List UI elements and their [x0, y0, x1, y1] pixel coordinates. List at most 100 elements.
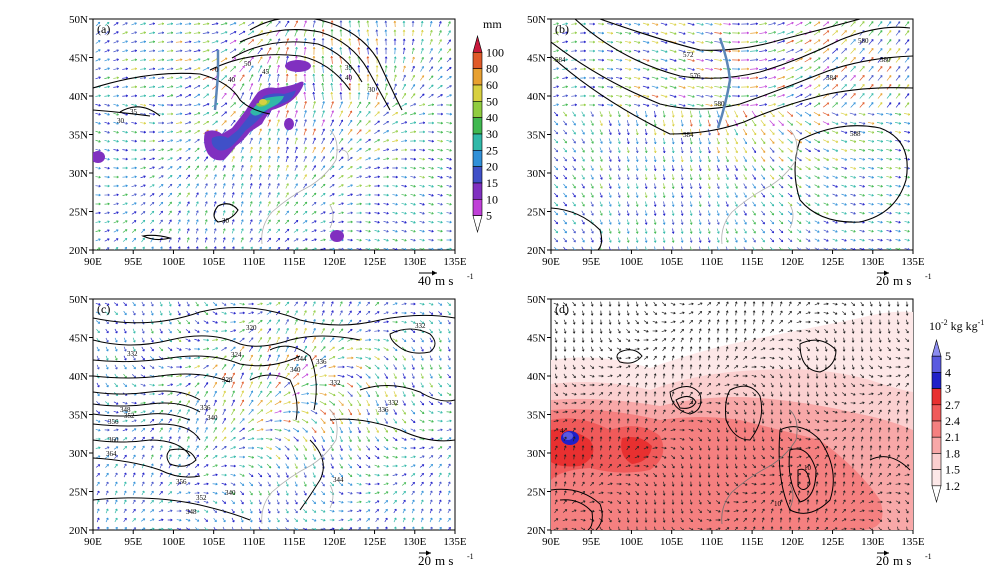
- wind-vector-head: [116, 211, 119, 214]
- wind-vector-head: [719, 31, 722, 35]
- wind-vector: [194, 121, 200, 125]
- wind-vector-head: [205, 382, 209, 385]
- wind-vector: [437, 184, 443, 188]
- wind-vector: [868, 230, 874, 232]
- wind-vector-head: [907, 121, 911, 125]
- wind-vector: [176, 157, 182, 161]
- wind-vector-head: [422, 175, 425, 179]
- wind-vector: [734, 137, 738, 145]
- wind-vector-head: [610, 94, 614, 98]
- wind-vector-head: [321, 29, 325, 32]
- wind-vector-head: [349, 119, 353, 123]
- wind-vector: [831, 139, 839, 143]
- wind-vector-head: [395, 348, 398, 352]
- wind-vector-head: [277, 336, 280, 340]
- wind-vector: [321, 110, 325, 118]
- wind-vector-head: [628, 32, 632, 35]
- wind-vector: [850, 84, 856, 90]
- wind-vector: [822, 139, 830, 143]
- wind-vector: [267, 219, 271, 225]
- wind-vector: [95, 130, 101, 134]
- wind-vector-head: [233, 102, 236, 105]
- wind-vector-head: [357, 20, 361, 23]
- wind-vector: [750, 59, 758, 61]
- wind-vector: [419, 303, 425, 305]
- wind-vector: [877, 221, 883, 223]
- wind-vector-head: [592, 58, 596, 62]
- wind-vector-head: [188, 148, 191, 151]
- wind-vector: [850, 21, 856, 27]
- wind-vector-head: [565, 49, 568, 53]
- wind-vector-head: [178, 174, 182, 178]
- wind-vector-head: [699, 133, 702, 136]
- wind-vector: [249, 210, 253, 216]
- wind-vector-head: [817, 149, 821, 152]
- wind-vector: [240, 174, 244, 180]
- wind-vector: [904, 149, 910, 151]
- wind-vector-head: [250, 174, 253, 177]
- wind-vector: [868, 185, 874, 187]
- wind-vector: [859, 48, 865, 54]
- wind-vector-head: [808, 203, 811, 206]
- wind-vector-head: [368, 347, 372, 351]
- wind-vector: [446, 113, 452, 115]
- wind-vector-head: [430, 385, 433, 388]
- wind-vector-head: [671, 240, 675, 243]
- wind-vector: [651, 22, 659, 26]
- wind-vector: [320, 220, 326, 224]
- wind-vector-head: [206, 84, 210, 88]
- wind-vector-head: [250, 372, 253, 375]
- wind-vector-head: [429, 21, 433, 24]
- wind-vector-head: [800, 102, 803, 106]
- wind-vector-head: [206, 364, 209, 368]
- wind-vector-head: [341, 220, 344, 224]
- wind-vector-head: [609, 240, 612, 243]
- wind-vector-head: [259, 354, 262, 357]
- wind-vector: [358, 38, 360, 46]
- wind-vector-head: [808, 149, 811, 153]
- wind-vector-head: [449, 247, 452, 250]
- wind-vector: [831, 130, 839, 134]
- wind-vector: [419, 320, 425, 324]
- wind-vector: [213, 382, 217, 388]
- wind-vector-head: [404, 221, 407, 224]
- wind-vector: [796, 184, 802, 188]
- wind-vector: [814, 148, 820, 152]
- wind-vector-head: [555, 212, 559, 216]
- wind-vector-head: [449, 193, 452, 197]
- wind-vector-head: [771, 195, 775, 198]
- wind-vector: [95, 67, 101, 71]
- wind-vector: [374, 339, 380, 341]
- wind-vector-head: [564, 239, 567, 243]
- wind-vector-head: [377, 229, 380, 233]
- wind-vector: [392, 312, 398, 314]
- wind-vector: [877, 230, 883, 232]
- wind-vector: [158, 140, 164, 142]
- wind-vector: [814, 193, 820, 197]
- wind-vector-head: [422, 247, 425, 250]
- wind-vector: [231, 210, 235, 216]
- wind-vector: [95, 230, 101, 232]
- wind-vector-head: [808, 239, 811, 242]
- wind-vector-head: [125, 148, 128, 152]
- wind-vector: [220, 31, 228, 35]
- wind-vector: [303, 328, 307, 334]
- wind-vector: [150, 346, 154, 352]
- wind-vector: [122, 95, 128, 97]
- wind-vector-head: [627, 159, 630, 162]
- wind-vector: [374, 247, 380, 250]
- wind-vector-head: [178, 210, 181, 213]
- wind-vector-head: [116, 193, 119, 197]
- wind-vector: [168, 219, 172, 225]
- wind-vector: [707, 183, 711, 189]
- wind-vector: [617, 246, 620, 250]
- wind-vector-head: [653, 132, 657, 136]
- wind-vector-head: [618, 114, 621, 118]
- wind-vector-head: [233, 311, 236, 315]
- wind-vector: [804, 129, 812, 135]
- wind-vector: [412, 38, 414, 46]
- wind-vector-head: [242, 74, 245, 77]
- wind-vector-head: [171, 40, 174, 44]
- wind-vector-head: [97, 385, 100, 388]
- wind-vector: [805, 148, 811, 152]
